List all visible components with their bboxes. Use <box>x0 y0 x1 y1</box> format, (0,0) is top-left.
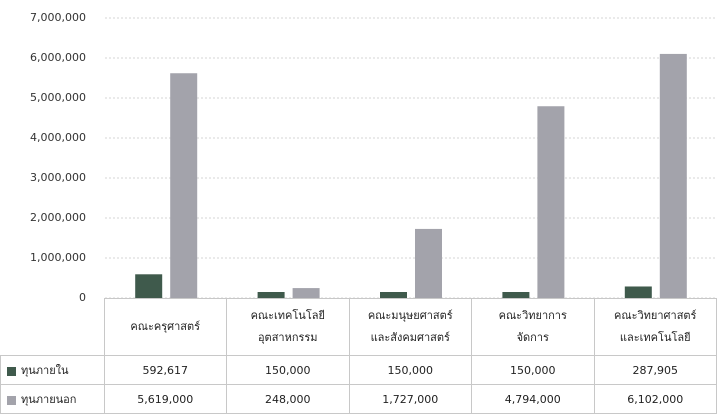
series-row: ทุนภายนอก 5,619,000 248,000 1,727,000 4,794,… <box>0 384 717 414</box>
y-tick-label: 3,000,000 <box>30 171 86 184</box>
value-cell: 592,617 <box>103 355 227 385</box>
legend-label: ทุนภายนอก <box>21 393 77 406</box>
legend-entry: ทุนภายนอก <box>0 384 105 414</box>
value-cell: 150,000 <box>226 355 350 385</box>
bar <box>380 292 407 298</box>
bar <box>170 73 198 299</box>
bar <box>537 106 565 299</box>
y-tick-label: 5,000,000 <box>30 91 86 104</box>
bar <box>624 286 652 298</box>
bar <box>659 53 687 298</box>
bar <box>415 228 442 298</box>
category-label: คณะมนุษยศาสตร์ และสังคมศาสตร์ <box>348 298 472 356</box>
value-cell: 287,905 <box>593 355 717 385</box>
value-cell: 1,727,000 <box>348 384 472 414</box>
legend-entry: ทุนภายใน <box>0 355 105 385</box>
bar <box>292 288 320 298</box>
legend-swatch <box>7 395 16 405</box>
y-tick-label: 7,000,000 <box>30 11 86 24</box>
value-cell: 248,000 <box>226 384 350 414</box>
legend-label: ทุนภายใน <box>21 364 69 377</box>
data-table: คณะครุศาสตร์ คณะเทคโนโลยี อุตสาหกรรม คณะมน… <box>0 298 717 414</box>
legend-swatch <box>7 366 16 376</box>
corner <box>0 298 105 356</box>
value-cell: 150,000 <box>348 355 472 385</box>
y-tick-label: 2,000,000 <box>30 211 86 224</box>
y-tick-label: 1,000,000 <box>30 251 86 264</box>
header-row: คณะครุศาสตร์ คณะเทคโนโลยี อุตสาหกรรม คณะมน… <box>0 298 717 356</box>
category-label: คณะครุศาสตร์ <box>103 298 227 356</box>
bar <box>502 292 530 298</box>
value-cell: 5,619,000 <box>103 384 227 414</box>
y-tick-label: 0 <box>79 291 86 304</box>
category-label: คณะวิทยาศาสตร์ และเทคโนโลยี <box>593 298 717 356</box>
category-label: คณะวิทยาการ จัดการ <box>471 298 595 356</box>
bar <box>135 274 163 298</box>
category-label: คณะเทคโนโลยี อุตสาหกรรม <box>226 298 350 356</box>
value-cell: 150,000 <box>471 355 595 385</box>
y-tick-label: 6,000,000 <box>30 51 86 64</box>
bar <box>257 292 285 298</box>
y-tick-label: 4,000,000 <box>30 131 86 144</box>
value-cell: 4,794,000 <box>471 384 595 414</box>
value-cell: 6,102,000 <box>593 384 717 414</box>
series-row: ทุนภายใน 592,617 150,000 150,000 150,000 287,… <box>0 355 717 385</box>
